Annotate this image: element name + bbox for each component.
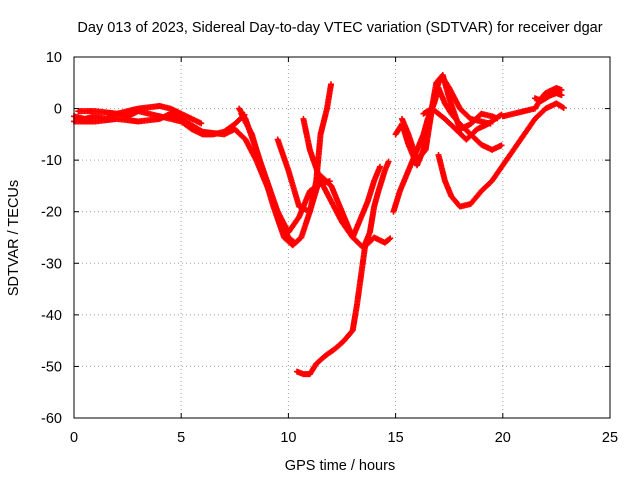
data-point [385, 158, 392, 165]
data-point [198, 120, 205, 127]
data-point [387, 235, 394, 242]
data-points [71, 72, 567, 378]
data-point [498, 142, 505, 149]
series-arc-c [75, 102, 205, 127]
series-arc-l [420, 105, 505, 143]
y-tick-label: 0 [54, 102, 62, 118]
data-point [328, 81, 335, 88]
x-tick-label: 0 [70, 430, 78, 446]
y-tick-label: -40 [41, 308, 62, 324]
x-tick-label: 25 [602, 430, 618, 446]
x-axis-label: GPS time / hours [285, 458, 395, 474]
series-arc-g [293, 158, 392, 378]
y-axis-label: SDTVAR / TECUs [6, 180, 22, 296]
y-tick-label: 10 [46, 50, 62, 66]
x-tick-label: 5 [177, 430, 185, 446]
y-tick-label: -10 [41, 153, 62, 169]
data-point [386, 236, 393, 243]
data-point [558, 87, 565, 94]
series-arc-m [435, 100, 567, 210]
chart-title: Day 013 of 2023, Sidereal Day-to-day VTE… [77, 20, 602, 36]
x-tick-label: 20 [495, 430, 511, 446]
y-tick-label: -20 [41, 205, 62, 221]
y-tick-label: -60 [41, 411, 62, 427]
data-point [377, 163, 384, 170]
series-arc-h [300, 115, 384, 241]
x-tick-label: 15 [388, 430, 404, 446]
x-tick-label: 10 [280, 430, 296, 446]
data-point [558, 92, 565, 99]
data-point [560, 104, 567, 111]
y-tick-label: -50 [41, 359, 62, 375]
axis-ticks: 0 5 10 15 20 25 -60 -50 -40 -30 -20 -10 0 10 [41, 50, 618, 446]
series-arc-o [531, 90, 565, 104]
y-tick-label: -30 [41, 256, 62, 272]
plot-frame [73, 56, 611, 419]
